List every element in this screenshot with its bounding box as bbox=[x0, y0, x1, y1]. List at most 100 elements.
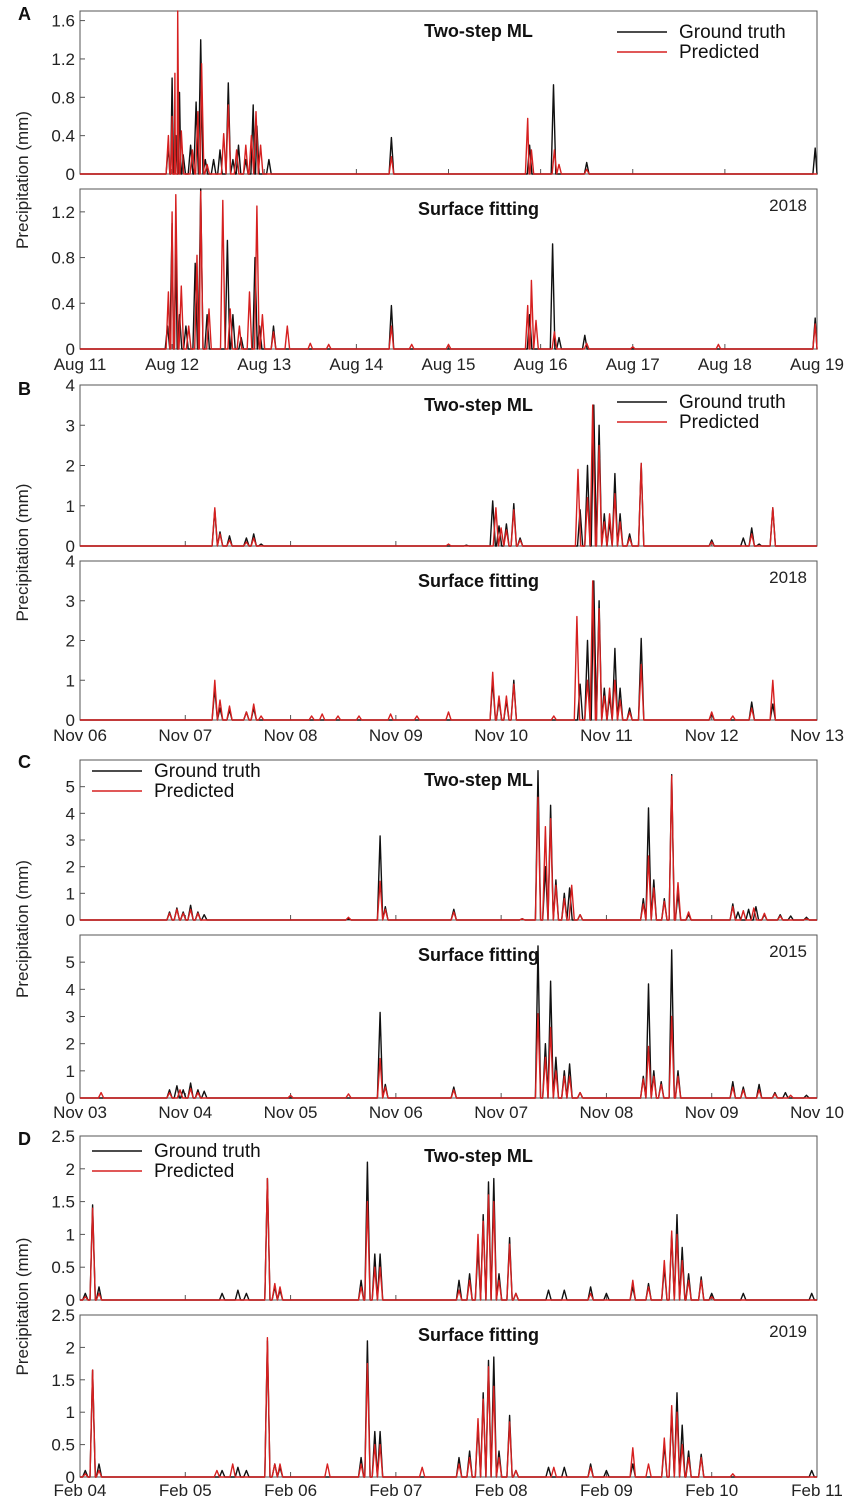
x-tick-label: Aug 14 bbox=[329, 355, 383, 374]
y-tick-label: 0.4 bbox=[51, 294, 75, 313]
x-tick-label: Feb 04 bbox=[54, 1481, 107, 1500]
y-tick-label: 1.5 bbox=[51, 1193, 75, 1212]
y-tick-label: 2 bbox=[66, 632, 75, 651]
legend-label-ground-truth: Ground truth bbox=[679, 392, 786, 413]
y-tick-label: 2 bbox=[66, 858, 75, 877]
x-tick-label: Nov 08 bbox=[264, 726, 318, 745]
x-tick-label: Nov 07 bbox=[158, 726, 212, 745]
x-tick-label: Feb 08 bbox=[475, 1481, 528, 1500]
y-tick-label: 4 bbox=[66, 980, 75, 999]
subplot-title: Surface fitting bbox=[418, 199, 539, 219]
series-predicted bbox=[80, 10, 817, 175]
y-tick-label: 0 bbox=[66, 911, 75, 930]
y-axis-label-D: Precipitation (mm) bbox=[13, 1238, 32, 1376]
y-tick-label: 0 bbox=[66, 1468, 75, 1487]
y-tick-label: 3 bbox=[66, 831, 75, 850]
y-tick-label: 1 bbox=[66, 671, 75, 690]
y-tick-label: 2.5 bbox=[51, 1127, 75, 1146]
x-tick-label: Aug 16 bbox=[514, 355, 568, 374]
y-tick-label: 1 bbox=[66, 1062, 75, 1081]
y-tick-label: 0.5 bbox=[51, 1258, 75, 1277]
panel-label-B: B bbox=[18, 379, 31, 399]
x-tick-label: Nov 12 bbox=[685, 726, 739, 745]
x-tick-label: Nov 11 bbox=[580, 726, 633, 745]
x-tick-label: Aug 18 bbox=[698, 355, 752, 374]
year-label: 2018 bbox=[769, 196, 807, 215]
y-tick-label: 1.6 bbox=[51, 12, 75, 31]
y-tick-label: 0.5 bbox=[51, 1436, 75, 1455]
legend-label-predicted: Predicted bbox=[679, 42, 759, 63]
series-predicted bbox=[80, 190, 818, 350]
y-tick-label: 4 bbox=[66, 552, 75, 571]
y-tick-label: 2 bbox=[66, 1338, 75, 1357]
y-tick-label: 3 bbox=[66, 416, 75, 435]
series-ground-truth bbox=[80, 1340, 817, 1478]
y-tick-label: 0 bbox=[66, 537, 75, 556]
subplot-title: Two-step ML bbox=[424, 395, 533, 415]
year-label: 2015 bbox=[769, 942, 807, 961]
year-label: 2018 bbox=[769, 568, 807, 587]
y-tick-label: 4 bbox=[66, 804, 75, 823]
x-tick-label: Nov 08 bbox=[579, 1103, 633, 1122]
x-tick-label: Nov 10 bbox=[790, 1103, 844, 1122]
x-tick-label: Nov 04 bbox=[158, 1103, 212, 1122]
series-predicted bbox=[80, 1177, 817, 1301]
x-tick-label: Nov 05 bbox=[264, 1103, 318, 1122]
series-ground-truth bbox=[80, 580, 817, 721]
y-tick-label: 0.8 bbox=[51, 249, 75, 268]
y-tick-label: 1.2 bbox=[51, 203, 75, 222]
x-tick-label: Aug 13 bbox=[237, 355, 291, 374]
y-tick-label: 4 bbox=[66, 376, 75, 395]
panel-label-C: C bbox=[18, 752, 31, 772]
panel-label-A: A bbox=[18, 4, 31, 24]
series-ground-truth bbox=[80, 1161, 817, 1301]
y-tick-label: 1 bbox=[66, 884, 75, 903]
y-tick-label: 1.2 bbox=[51, 50, 75, 69]
x-tick-label: Feb 11 bbox=[791, 1481, 843, 1500]
y-tick-label: 3 bbox=[66, 592, 75, 611]
x-tick-label: Nov 03 bbox=[53, 1103, 107, 1122]
y-tick-label: 1 bbox=[66, 1225, 75, 1244]
x-tick-label: Feb 07 bbox=[369, 1481, 422, 1500]
x-tick-label: Nov 10 bbox=[474, 726, 528, 745]
x-tick-label: Aug 17 bbox=[606, 355, 660, 374]
subplot-title: Two-step ML bbox=[424, 770, 533, 790]
x-tick-label: Nov 06 bbox=[53, 726, 107, 745]
x-tick-label: Feb 09 bbox=[580, 1481, 633, 1500]
y-tick-label: 0 bbox=[66, 711, 75, 730]
series-ground-truth bbox=[80, 945, 817, 1099]
y-tick-label: 1.5 bbox=[51, 1371, 75, 1390]
subplot-title: Surface fitting bbox=[418, 945, 539, 965]
legend-label-predicted: Predicted bbox=[679, 412, 759, 433]
y-tick-label: 0.4 bbox=[51, 127, 75, 146]
subplot-title: Surface fitting bbox=[418, 571, 539, 591]
y-tick-label: 2 bbox=[66, 457, 75, 476]
x-tick-label: Nov 13 bbox=[790, 726, 844, 745]
y-tick-label: 2 bbox=[66, 1160, 75, 1179]
series-predicted bbox=[80, 1013, 817, 1099]
series-predicted bbox=[80, 404, 817, 547]
y-tick-label: 0 bbox=[66, 1291, 75, 1310]
y-tick-label: 1 bbox=[66, 497, 75, 516]
x-tick-label: Aug 19 bbox=[790, 355, 844, 374]
y-tick-label: 2.5 bbox=[51, 1306, 75, 1325]
series-predicted bbox=[80, 1337, 817, 1478]
y-axis-label-C: Precipitation (mm) bbox=[13, 860, 32, 998]
x-tick-label: Aug 12 bbox=[145, 355, 199, 374]
y-axis-label-B: Precipitation (mm) bbox=[13, 484, 32, 622]
x-tick-label: Aug 11 bbox=[54, 355, 107, 374]
y-tick-label: 1 bbox=[66, 1403, 75, 1422]
y-tick-label: 0 bbox=[66, 165, 75, 184]
legend-label-predicted: Predicted bbox=[154, 1161, 234, 1182]
x-tick-label: Aug 15 bbox=[422, 355, 476, 374]
series-predicted bbox=[80, 580, 817, 721]
legend-label-ground-truth: Ground truth bbox=[154, 1141, 261, 1162]
x-tick-label: Nov 09 bbox=[369, 726, 423, 745]
year-label: 2019 bbox=[769, 1322, 807, 1341]
legend-label-ground-truth: Ground truth bbox=[154, 761, 261, 782]
y-tick-label: 0 bbox=[66, 340, 75, 359]
y-axis-label-A: Precipitation (mm) bbox=[13, 111, 32, 249]
subplot-title: Two-step ML bbox=[424, 21, 533, 41]
y-tick-label: 3 bbox=[66, 1008, 75, 1027]
legend-label-ground-truth: Ground truth bbox=[679, 22, 786, 43]
